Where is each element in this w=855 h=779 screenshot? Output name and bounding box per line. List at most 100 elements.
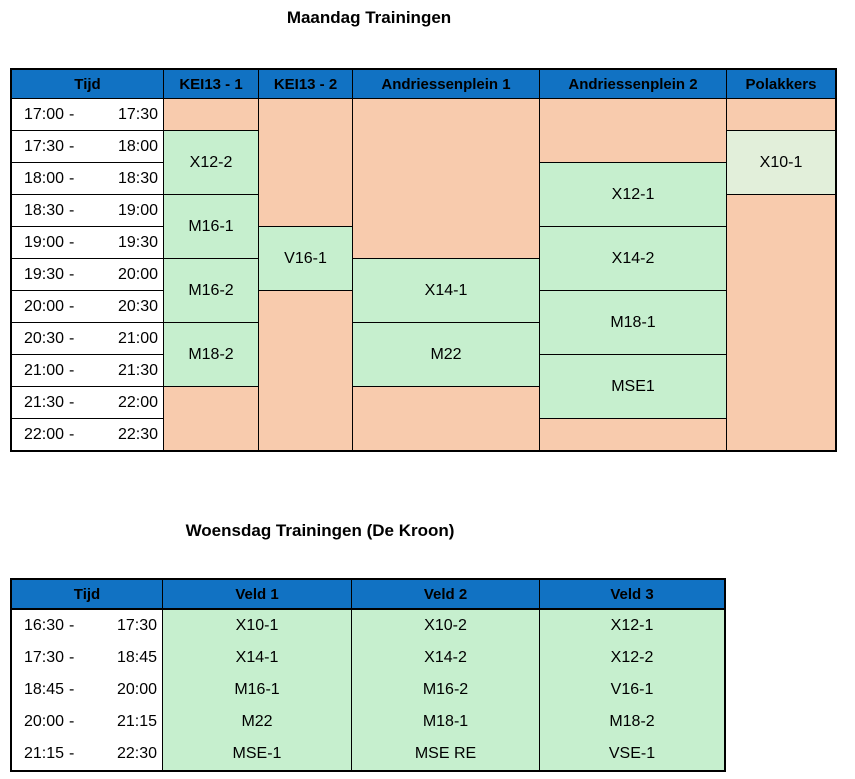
time-separator: - (69, 393, 75, 411)
time-separator: - (69, 617, 75, 634)
time-separator: - (69, 681, 75, 698)
time-separator: - (69, 233, 75, 251)
time-slot: 18:45- 20:00 (12, 674, 162, 706)
time-slot: 21:00- 21:30 (12, 355, 163, 386)
session-cell: X12-1 (540, 163, 726, 226)
session-cell: X10-1 (727, 131, 835, 194)
session-cell: X14-1 (163, 642, 351, 674)
session-cell: M18-2 (164, 323, 258, 386)
time-start: 19:00 (24, 233, 65, 251)
session-cell: X12-1 (540, 610, 724, 642)
session-cell: M16-2 (164, 259, 258, 322)
time-end: 19:00 (117, 201, 158, 219)
session-cell: X14-2 (540, 227, 726, 290)
session-cell: V16-1 (259, 227, 352, 290)
time-slot: 17:30- 18:00 (12, 131, 163, 162)
time-separator: - (69, 265, 75, 283)
time-separator: - (69, 297, 75, 315)
time-start: 17:30 (24, 649, 65, 666)
time-end: 19:30 (117, 233, 158, 251)
time-end: 21:30 (117, 361, 158, 379)
maandag-header-andriessenplein-2: Andriessenplein 2 (540, 70, 726, 98)
woensdag-title: Woensdag Trainingen (De Kroon) (185, 521, 455, 540)
time-start: 21:30 (24, 393, 65, 411)
empty-slot (540, 99, 726, 162)
maandag-header-kei13-1: KEI13 - 1 (164, 70, 258, 98)
time-end: 22:30 (117, 425, 158, 443)
time-end: 20:30 (117, 297, 158, 315)
empty-slot (164, 387, 258, 450)
empty-slot (353, 99, 539, 258)
time-end: 22:30 (116, 745, 157, 762)
time-start: 22:00 (24, 425, 65, 443)
empty-slot (727, 195, 835, 450)
session-cell: VSE-1 (540, 738, 724, 770)
time-slot: 17:00- 17:30 (12, 99, 163, 130)
maandag-header-tijd: Tijd (12, 70, 163, 98)
time-separator: - (69, 105, 75, 123)
session-cell: M22 (163, 706, 351, 738)
empty-slot (727, 99, 835, 130)
session-cell: X12-2 (164, 131, 258, 194)
session-cell: X12-2 (540, 642, 724, 674)
time-start: 18:30 (24, 201, 65, 219)
time-slot: 18:00- 18:30 (12, 163, 163, 194)
time-separator: - (69, 329, 75, 347)
time-separator: - (69, 649, 75, 666)
maandag-title: Maandag Trainingen (286, 8, 452, 27)
time-end: 17:30 (117, 105, 158, 123)
time-slot: 21:30- 22:00 (12, 387, 163, 418)
session-cell: X10-1 (163, 610, 351, 642)
time-slot: 17:30- 18:45 (12, 642, 162, 674)
time-slot: 20:30- 21:00 (12, 323, 163, 354)
session-cell: M18-2 (540, 706, 724, 738)
session-cell: X14-1 (353, 259, 539, 322)
woensdag-header-veld-3: Veld 3 (540, 580, 724, 610)
woensdag-header-veld-1: Veld 1 (163, 580, 351, 610)
time-separator: - (69, 137, 75, 155)
maandag-header-andriessenplein-1: Andriessenplein 1 (353, 70, 539, 98)
time-end: 20:00 (116, 681, 157, 698)
time-slot: 20:00- 20:30 (12, 291, 163, 322)
time-separator: - (69, 745, 75, 762)
time-end: 21:15 (116, 713, 157, 730)
session-cell: M18-1 (352, 706, 539, 738)
empty-slot (259, 291, 352, 450)
maandag-header-polakkers: Polakkers (727, 70, 835, 98)
maandag-schedule-table: Tijd KEI13 - 1 KEI13 - 2 Andriessenplein… (10, 68, 837, 452)
time-start: 20:00 (24, 713, 65, 730)
empty-slot (164, 99, 258, 130)
time-end: 22:00 (117, 393, 158, 411)
time-start: 21:00 (24, 361, 65, 379)
time-separator: - (69, 361, 75, 379)
time-start: 20:00 (24, 297, 65, 315)
time-slot: 20:00- 21:15 (12, 706, 162, 738)
time-slot: 16:30- 17:30 (12, 610, 162, 642)
empty-slot (353, 387, 539, 450)
time-start: 19:30 (24, 265, 65, 283)
session-cell: M18-1 (540, 291, 726, 354)
time-end: 20:00 (117, 265, 158, 283)
time-start: 17:30 (24, 137, 65, 155)
empty-slot (259, 99, 352, 226)
session-cell: M22 (353, 323, 539, 386)
empty-slot (540, 419, 726, 450)
time-end: 17:30 (116, 617, 157, 634)
time-end: 21:00 (117, 329, 158, 347)
session-cell: X10-2 (352, 610, 539, 642)
time-separator: - (69, 169, 75, 187)
time-start: 18:45 (24, 681, 65, 698)
time-end: 18:30 (117, 169, 158, 187)
woensdag-schedule-table: Tijd Veld 1 Veld 2 Veld 3 16:30-17:30 X1… (10, 578, 726, 772)
time-end: 18:00 (117, 137, 158, 155)
time-start: 18:00 (24, 169, 65, 187)
time-slot: 22:00- 22:30 (12, 419, 163, 450)
maandag-header-kei13-2: KEI13 - 2 (259, 70, 352, 98)
time-start: 20:30 (24, 329, 65, 347)
time-slot: 19:30- 20:00 (12, 259, 163, 290)
woensdag-header-veld-2: Veld 2 (352, 580, 539, 610)
time-separator: - (69, 201, 75, 219)
session-cell: V16-1 (540, 674, 724, 706)
time-start: 17:00 (24, 105, 65, 123)
woensdag-header-tijd: Tijd (12, 580, 162, 610)
